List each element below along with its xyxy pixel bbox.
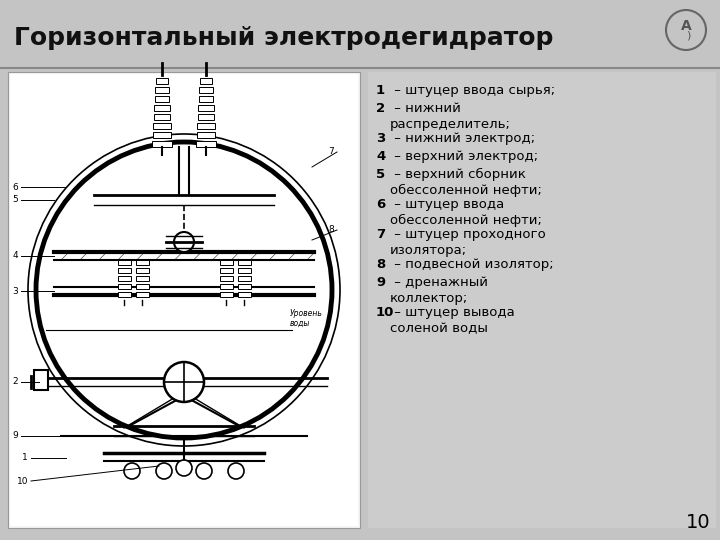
Text: – штуцер проходного
изолятора;: – штуцер проходного изолятора;: [390, 228, 546, 257]
Text: – штуцер вывода
соленой воды: – штуцер вывода соленой воды: [390, 306, 515, 335]
Bar: [220, 284, 233, 289]
Bar: [220, 268, 233, 273]
Text: 9: 9: [376, 276, 385, 289]
Text: ): ): [686, 31, 690, 41]
Text: 6: 6: [12, 183, 18, 192]
Bar: [117, 268, 130, 273]
Bar: [34, 370, 48, 390]
Bar: [368, 72, 716, 528]
Bar: [220, 276, 233, 281]
Text: 2: 2: [376, 102, 385, 115]
Bar: [135, 268, 148, 273]
Text: 10: 10: [685, 513, 710, 532]
Text: 5: 5: [376, 168, 385, 181]
Bar: [117, 260, 130, 265]
Text: – нижний электрод;: – нижний электрод;: [390, 132, 535, 145]
Text: 4: 4: [12, 252, 18, 260]
Text: – верхний электрод;: – верхний электрод;: [390, 150, 538, 163]
Text: 7: 7: [328, 147, 334, 157]
Bar: [135, 284, 148, 289]
Bar: [198, 105, 214, 111]
Bar: [197, 132, 215, 138]
Bar: [238, 260, 251, 265]
Bar: [8, 72, 360, 528]
Circle shape: [176, 460, 192, 476]
Bar: [135, 260, 148, 265]
Bar: [199, 96, 213, 102]
Bar: [152, 141, 172, 147]
Bar: [197, 123, 215, 129]
Text: – дренажный
коллектор;: – дренажный коллектор;: [390, 276, 488, 305]
Bar: [155, 96, 169, 102]
Bar: [10, 74, 358, 526]
Bar: [153, 132, 171, 138]
Text: 5: 5: [12, 195, 18, 205]
Text: – штуцер ввода
обессоленной нефти;: – штуцер ввода обессоленной нефти;: [390, 198, 542, 227]
Text: 8: 8: [328, 226, 334, 234]
Text: – штуцер ввода сырья;: – штуцер ввода сырья;: [390, 84, 555, 97]
Bar: [156, 78, 168, 84]
Text: – верхний сборник
обессоленной нефти;: – верхний сборник обессоленной нефти;: [390, 168, 542, 197]
Bar: [238, 284, 251, 289]
Text: 1: 1: [376, 84, 385, 97]
Text: Уровень
воды: Уровень воды: [290, 308, 323, 328]
Text: 6: 6: [376, 198, 385, 211]
Bar: [220, 292, 233, 297]
Circle shape: [164, 362, 204, 402]
Bar: [154, 105, 170, 111]
Bar: [117, 292, 130, 297]
Text: – подвесной изолятор;: – подвесной изолятор;: [390, 258, 554, 271]
Circle shape: [124, 463, 140, 479]
Text: – нижний
распределитель;: – нижний распределитель;: [390, 102, 511, 131]
Bar: [117, 284, 130, 289]
Circle shape: [196, 463, 212, 479]
Text: Горизонтальный электродегидратор: Горизонтальный электродегидратор: [14, 26, 554, 50]
Circle shape: [228, 463, 244, 479]
Bar: [200, 78, 212, 84]
Circle shape: [156, 463, 172, 479]
Bar: [198, 114, 215, 120]
Bar: [153, 114, 171, 120]
Bar: [220, 260, 233, 265]
Text: 4: 4: [376, 150, 385, 163]
Text: 9: 9: [12, 431, 18, 441]
Text: 2: 2: [12, 377, 18, 387]
Bar: [153, 123, 171, 129]
Text: 10: 10: [376, 306, 395, 319]
Text: 8: 8: [376, 258, 385, 271]
Circle shape: [174, 232, 194, 252]
Bar: [238, 276, 251, 281]
Text: 7: 7: [376, 228, 385, 241]
Text: 3: 3: [12, 287, 18, 295]
Bar: [156, 87, 168, 93]
Text: А: А: [680, 19, 691, 33]
Bar: [117, 276, 130, 281]
Bar: [135, 276, 148, 281]
Bar: [135, 292, 148, 297]
Text: 3: 3: [376, 132, 385, 145]
Text: 1: 1: [22, 454, 28, 462]
Bar: [238, 268, 251, 273]
Text: 10: 10: [17, 476, 28, 485]
Bar: [238, 292, 251, 297]
Bar: [199, 87, 212, 93]
Bar: [196, 141, 216, 147]
